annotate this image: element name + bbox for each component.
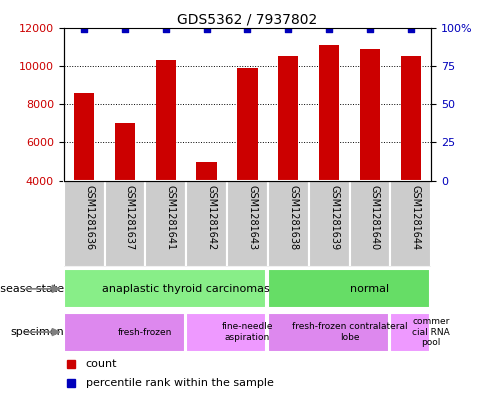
Point (284, 26, 292, 33)
Point (366, 26, 374, 33)
FancyBboxPatch shape (64, 181, 104, 267)
Text: fine-needle
aspiration: fine-needle aspiration (221, 322, 273, 342)
Bar (115, 123, 135, 257)
FancyBboxPatch shape (268, 270, 430, 308)
Point (325, 26, 333, 33)
Bar (237, 68, 258, 257)
FancyBboxPatch shape (146, 181, 186, 267)
Point (407, 26, 415, 33)
Text: normal: normal (350, 284, 390, 294)
Bar (401, 56, 421, 257)
Text: fresh-frozen contralateral
lobe: fresh-frozen contralateral lobe (292, 322, 407, 342)
Text: specimen: specimen (10, 327, 64, 337)
Point (203, 26, 211, 33)
FancyBboxPatch shape (104, 181, 146, 267)
Text: GSM1281641: GSM1281641 (166, 185, 176, 250)
Point (162, 26, 170, 33)
Bar (278, 56, 298, 257)
FancyBboxPatch shape (391, 181, 431, 267)
FancyBboxPatch shape (186, 313, 266, 351)
Text: GSM1281644: GSM1281644 (411, 185, 421, 250)
Text: GSM1281640: GSM1281640 (370, 185, 380, 250)
Bar (156, 60, 176, 257)
Point (244, 26, 251, 33)
Text: count: count (86, 358, 117, 369)
Bar (196, 162, 217, 257)
Text: GSM1281636: GSM1281636 (84, 185, 94, 250)
FancyBboxPatch shape (64, 270, 266, 308)
Text: disease state: disease state (0, 284, 64, 294)
Bar (74, 93, 94, 257)
Text: GSM1281638: GSM1281638 (288, 185, 298, 250)
FancyBboxPatch shape (227, 181, 268, 267)
Point (80, 26, 88, 33)
Text: fresh-frozen: fresh-frozen (118, 328, 172, 336)
Text: percentile rank within the sample: percentile rank within the sample (86, 378, 273, 388)
Text: anaplastic thyroid carcinomas: anaplastic thyroid carcinomas (102, 284, 270, 294)
FancyBboxPatch shape (349, 181, 391, 267)
FancyBboxPatch shape (391, 313, 430, 351)
Text: GSM1281643: GSM1281643 (247, 185, 257, 250)
FancyBboxPatch shape (64, 313, 185, 351)
Text: GSM1281637: GSM1281637 (125, 185, 135, 250)
Text: GSM1281639: GSM1281639 (329, 185, 339, 250)
Bar (360, 49, 380, 257)
Point (121, 26, 129, 33)
Title: GDS5362 / 7937802: GDS5362 / 7937802 (177, 12, 318, 26)
Text: commer
cial RNA
pool: commer cial RNA pool (412, 317, 450, 347)
FancyBboxPatch shape (268, 313, 389, 351)
FancyBboxPatch shape (268, 181, 309, 267)
FancyBboxPatch shape (309, 181, 349, 267)
Bar (319, 45, 339, 257)
Text: GSM1281642: GSM1281642 (207, 185, 217, 250)
FancyBboxPatch shape (186, 181, 227, 267)
